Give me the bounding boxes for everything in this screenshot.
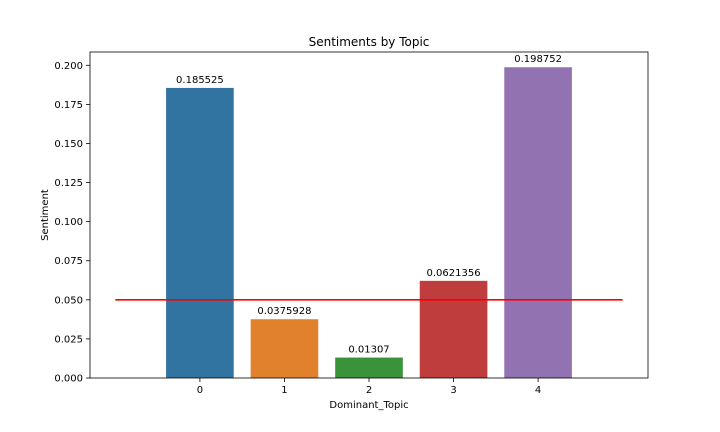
y-axis: 0.000 0.025 0.050 0.075 0.100 0.125 0.150 0.175…	[54, 61, 90, 385]
y-tick-label: 0.025	[54, 334, 83, 345]
y-tick-label: 0.125	[54, 178, 83, 189]
x-tick-label: 0	[197, 385, 203, 396]
x-tick-label: 4	[535, 385, 541, 396]
bar-topic-3	[419, 280, 488, 378]
x-tick-label: 3	[450, 385, 456, 396]
bars-group	[166, 67, 572, 378]
bar-topic-2	[335, 357, 403, 378]
x-tick-label: 1	[281, 385, 287, 396]
x-tick-label: 2	[366, 385, 372, 396]
bar-topic-4	[504, 67, 572, 378]
x-axis-label: Dominant_Topic	[329, 400, 408, 411]
bar-topic-0	[166, 87, 234, 378]
bar-data-label: 0.198752	[514, 54, 562, 65]
bar-labels-group: 0.185525 0.0375928 0.01307 0.0621356 0.19875…	[176, 54, 562, 355]
y-tick-label: 0.075	[54, 256, 83, 267]
bar-data-label: 0.0375928	[257, 306, 311, 317]
bar-data-label: 0.185525	[176, 75, 224, 86]
y-tick-label: 0.150	[54, 139, 83, 150]
y-tick-label: 0.200	[54, 61, 83, 72]
bar-topic-1	[250, 319, 319, 378]
y-tick-label: 0.050	[54, 295, 83, 306]
y-tick-label: 0.175	[54, 100, 83, 111]
chart-title: Sentiments by Topic	[309, 35, 430, 49]
y-axis-label: Sentiment	[40, 189, 51, 241]
x-axis: 0 1 2 3 4	[197, 378, 541, 396]
plot-frame	[89, 51, 649, 379]
bar-data-label: 0.0621356	[427, 268, 481, 279]
y-tick-label: 0.100	[54, 217, 83, 228]
y-tick-label: 0.000	[54, 374, 83, 385]
bar-data-label: 0.01307	[348, 345, 389, 356]
